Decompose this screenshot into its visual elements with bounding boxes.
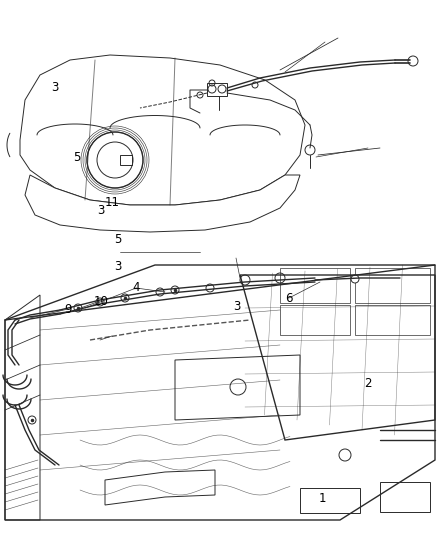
Circle shape [96, 298, 104, 306]
Text: 11: 11 [104, 196, 119, 209]
Circle shape [171, 286, 179, 294]
Text: 10: 10 [93, 295, 108, 308]
Text: 3: 3 [97, 204, 104, 217]
Text: 3: 3 [233, 300, 240, 313]
Circle shape [74, 304, 82, 312]
Circle shape [121, 294, 129, 302]
Text: 6: 6 [285, 292, 293, 305]
Text: 1: 1 [318, 492, 326, 505]
Text: 2: 2 [364, 377, 372, 390]
Text: 3: 3 [51, 82, 58, 94]
Text: 9: 9 [64, 303, 72, 316]
Polygon shape [20, 55, 305, 205]
Text: 5: 5 [73, 151, 80, 164]
Text: 4: 4 [132, 281, 140, 294]
Circle shape [156, 288, 164, 296]
Circle shape [351, 275, 359, 283]
Text: 3: 3 [115, 260, 122, 273]
Polygon shape [5, 265, 435, 520]
Text: 5: 5 [115, 233, 122, 246]
Polygon shape [25, 175, 300, 232]
Circle shape [28, 416, 36, 424]
Circle shape [206, 284, 214, 292]
